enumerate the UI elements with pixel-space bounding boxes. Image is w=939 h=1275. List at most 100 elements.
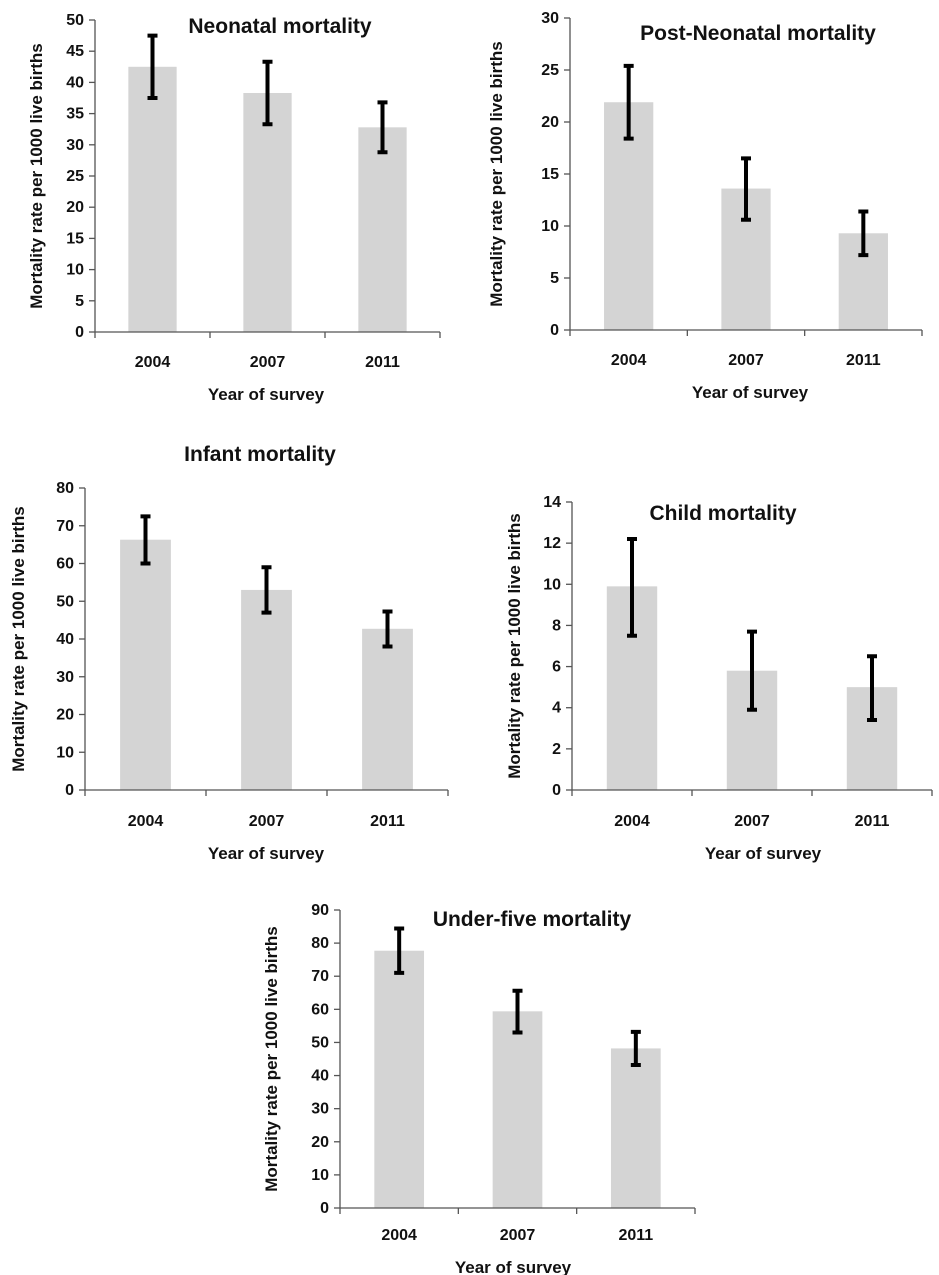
y-tick-label: 80 [311, 935, 329, 952]
y-tick-label: 50 [66, 12, 84, 29]
y-tick-label: 40 [56, 631, 74, 648]
x-axis-label: Year of survey [692, 383, 809, 402]
y-tick-label: 6 [552, 659, 561, 676]
chart-title: Infant mortality [184, 443, 336, 466]
y-axis-label: Mortality rate per 1000 live births [27, 43, 46, 309]
y-axis-label: Mortality rate per 1000 live births [505, 513, 524, 779]
chart-title: Child mortality [649, 502, 796, 525]
y-tick-label: 8 [552, 617, 561, 634]
x-tick-label: 2011 [855, 813, 890, 830]
chart-child-mortality-svg: Child mortality Mortality rate per 1000 l… [505, 494, 933, 863]
y-tick-label: 35 [66, 106, 84, 123]
x-tick-label: 2007 [728, 352, 764, 369]
y-tick-label: 5 [550, 270, 559, 287]
x-tick-label: 2011 [370, 813, 405, 830]
y-tick-label: 70 [56, 518, 74, 535]
y-tick-label: 2 [552, 741, 561, 758]
x-tick-label: 2011 [618, 1227, 653, 1244]
y-tick-label: 15 [66, 230, 84, 247]
x-axis-label: Year of survey [455, 1258, 572, 1275]
x-tick-label: 2004 [128, 813, 164, 830]
error-bar [741, 156, 751, 222]
chart-title: Under-five mortality [433, 908, 632, 931]
bar [120, 539, 171, 790]
error-bar [262, 59, 273, 127]
y-tick-label: 20 [56, 707, 74, 724]
x-tick-label: 2011 [846, 352, 881, 369]
error-bar [140, 514, 151, 566]
y-tick-label: 50 [56, 593, 74, 610]
y-tick-label: 45 [66, 43, 84, 60]
y-tick-label: 90 [311, 902, 329, 919]
y-tick-label: 20 [541, 114, 559, 131]
error-bar [382, 609, 393, 649]
chart-infant-mortality: Infant mortality Mortality rate per 1000 … [0, 435, 460, 865]
error-bar [512, 988, 523, 1035]
chart-infant-mortality-svg: Infant mortality Mortality rate per 1000 … [9, 443, 449, 863]
x-axis-label: Year of survey [208, 385, 325, 404]
chart-child-mortality: Child mortality Mortality rate per 1000 l… [480, 435, 939, 865]
y-tick-label: 10 [66, 262, 84, 279]
chart-title: Neonatal mortality [188, 15, 372, 38]
error-bar [377, 100, 388, 155]
y-tick-label: 80 [56, 480, 74, 497]
bar [241, 589, 292, 790]
y-tick-label: 10 [543, 576, 561, 593]
y-tick-label: 10 [541, 218, 559, 235]
y-tick-label: 12 [543, 535, 561, 552]
y-axis-label: Mortality rate per 1000 live births [9, 506, 28, 772]
bar [610, 1048, 661, 1208]
y-tick-label: 10 [311, 1167, 329, 1184]
y-tick-label: 40 [66, 74, 84, 91]
chart-title: Post-Neonatal mortality [640, 22, 876, 45]
y-tick-label: 0 [65, 782, 74, 799]
y-tick-label: 70 [311, 968, 329, 985]
x-tick-label: 2007 [249, 813, 285, 830]
error-bar [747, 629, 757, 712]
y-tick-label: 30 [66, 137, 84, 154]
y-tick-label: 30 [311, 1101, 329, 1118]
error-bar [630, 1029, 641, 1067]
y-tick-label: 5 [75, 293, 84, 310]
x-axis-label: Year of survey [208, 844, 325, 863]
chart-under-five-mortality-svg: Under-five mortality Mortality rate per 1… [262, 902, 696, 1275]
y-tick-label: 20 [66, 199, 84, 216]
error-bar [867, 654, 877, 723]
x-tick-label: 2007 [734, 813, 770, 830]
error-bar [623, 63, 634, 141]
x-tick-label: 2007 [500, 1227, 536, 1244]
x-tick-label: 2007 [250, 354, 286, 371]
error-bar [858, 209, 869, 258]
y-tick-label: 25 [541, 62, 559, 79]
y-tick-label: 0 [552, 782, 561, 799]
x-tick-label: 2004 [135, 354, 171, 371]
y-tick-label: 30 [56, 669, 74, 686]
error-bar [627, 537, 637, 638]
chart-neonatal-mortality-svg: Neonatal mortality Mortality rate per 100… [27, 12, 441, 404]
y-tick-label: 0 [550, 322, 559, 339]
y-tick-label: 0 [320, 1200, 329, 1217]
x-tick-label: 2004 [614, 813, 650, 830]
error-bar [261, 565, 272, 615]
chart-neonatal-mortality: Neonatal mortality Mortality rate per 100… [0, 0, 460, 415]
y-tick-label: 40 [311, 1068, 329, 1085]
x-tick-label: 2011 [365, 354, 400, 371]
bar [492, 1011, 543, 1208]
y-tick-label: 25 [66, 168, 84, 185]
x-tick-label: 2004 [611, 352, 647, 369]
chart-post-neonatal-mortality: Post-Neonatal mortality Mortality rate pe… [480, 0, 939, 415]
y-axis-label: Mortality rate per 1000 live births [262, 926, 281, 1192]
error-bar [147, 33, 158, 100]
y-tick-label: 10 [56, 744, 74, 761]
error-bar [394, 926, 405, 975]
y-tick-label: 14 [543, 494, 561, 511]
bar [358, 127, 407, 332]
chart-post-neonatal-mortality-svg: Post-Neonatal mortality Mortality rate pe… [487, 10, 923, 402]
y-tick-label: 50 [311, 1034, 329, 1051]
y-tick-label: 4 [552, 700, 561, 717]
x-axis-label: Year of survey [705, 844, 822, 863]
chart-under-five-mortality: Under-five mortality Mortality rate per 1… [255, 895, 715, 1275]
y-tick-label: 20 [311, 1134, 329, 1151]
y-tick-label: 30 [541, 10, 559, 27]
bar [362, 628, 413, 790]
